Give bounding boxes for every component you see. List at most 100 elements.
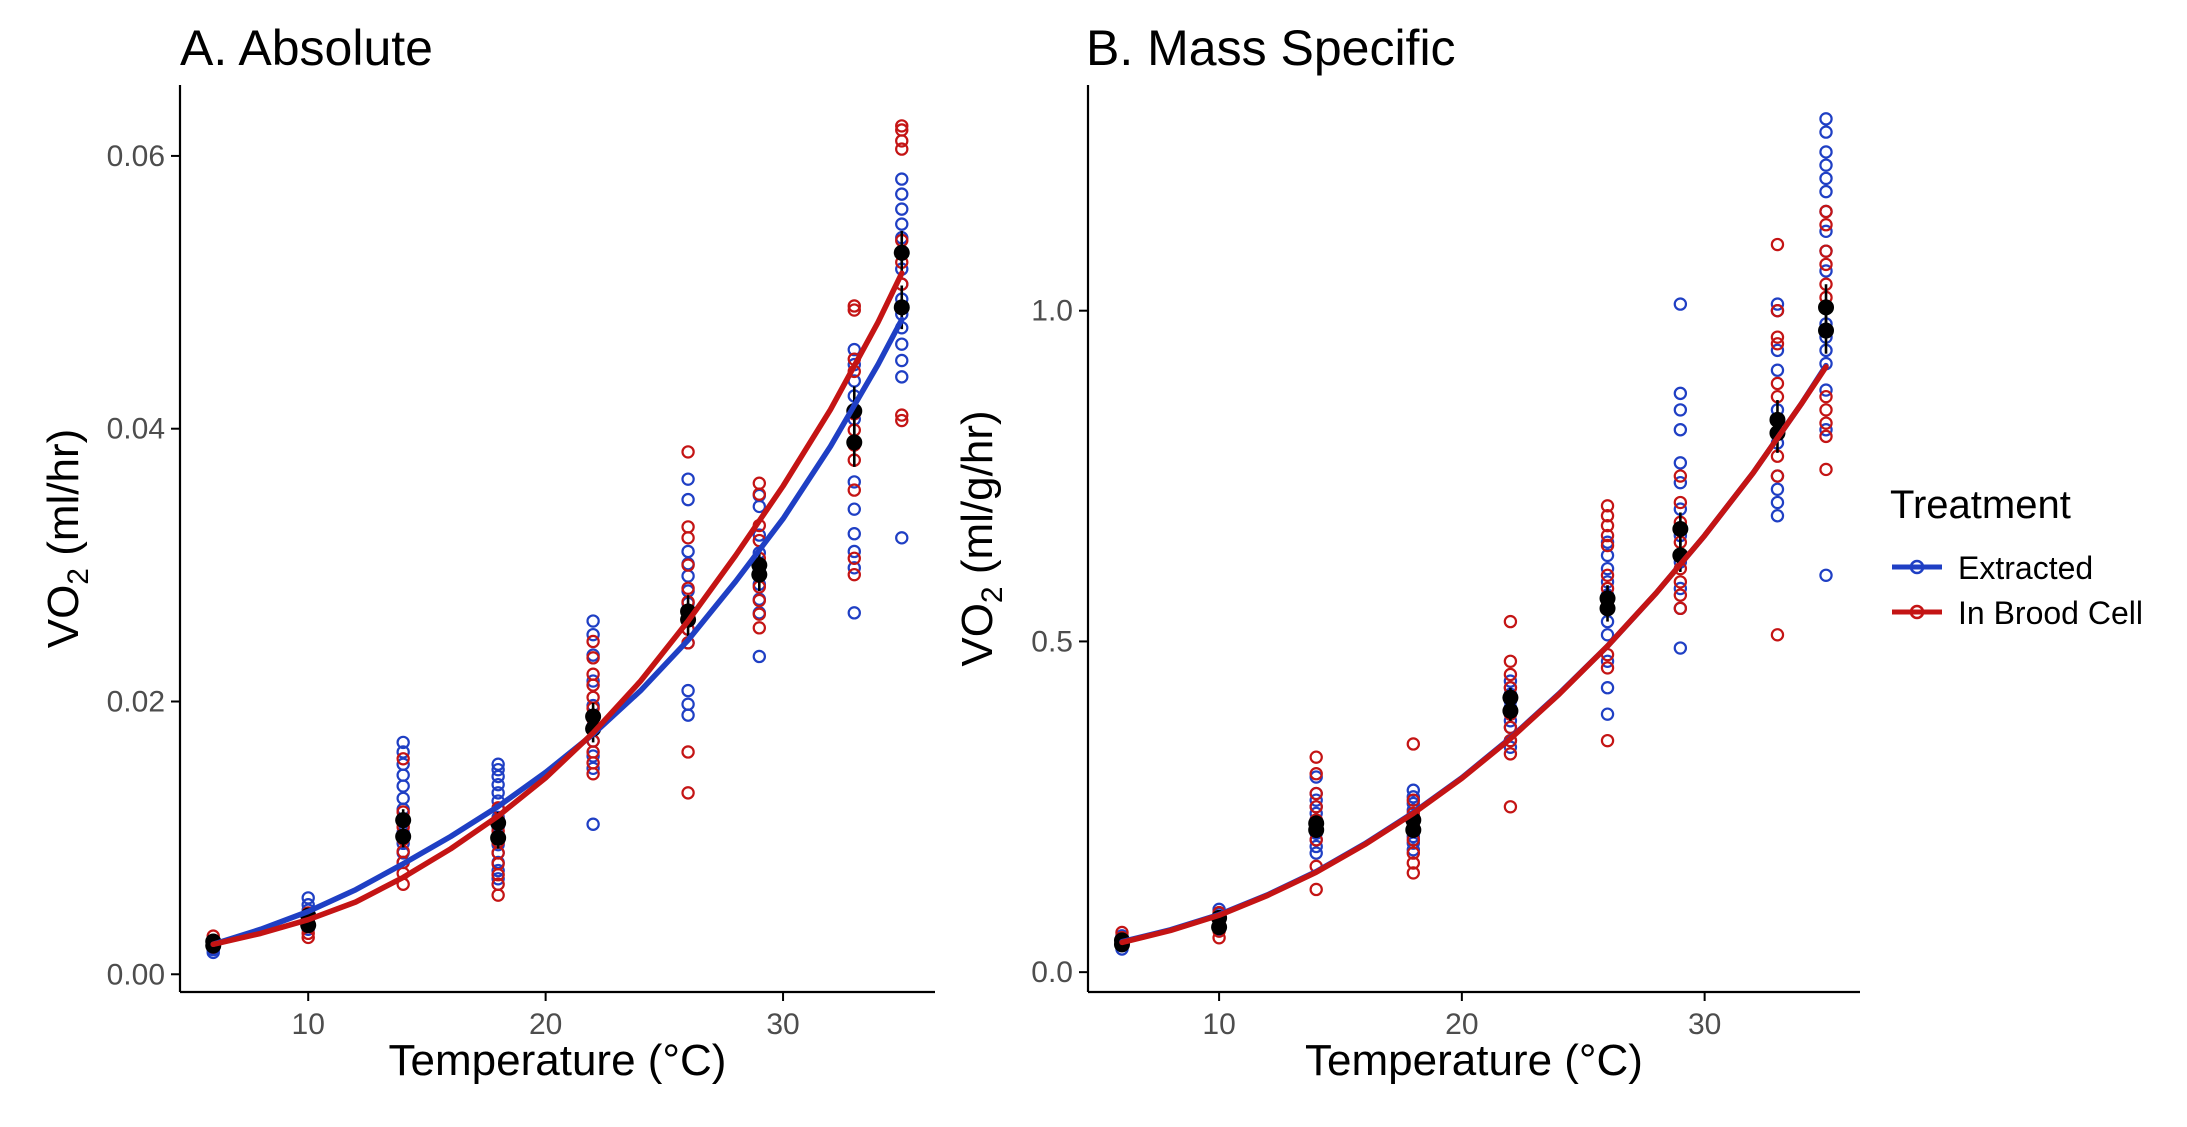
mean-points (205, 230, 910, 954)
mean-point (1502, 702, 1519, 719)
data-point (1503, 667, 1518, 682)
data-point (1406, 783, 1421, 797)
data-point (586, 674, 600, 688)
data-point (1770, 363, 1785, 377)
data-point (895, 172, 909, 186)
data-point (752, 621, 767, 635)
data-point (847, 475, 861, 489)
mean-point (846, 434, 863, 451)
data-point (1819, 568, 1833, 582)
data-point (895, 337, 909, 351)
data-point (586, 634, 600, 649)
y-tick-label: 1.0 (1031, 295, 1073, 328)
data-point (1600, 538, 1615, 553)
mean-point (1405, 821, 1422, 838)
data-point (1819, 429, 1833, 444)
data-point (1770, 237, 1785, 252)
data-point (1819, 125, 1833, 139)
data-point (1406, 856, 1421, 870)
legend-marker-in-brood-cell (1909, 604, 1925, 620)
data-point (1600, 654, 1615, 668)
data-point (895, 142, 909, 156)
legend-label-extracted: Extracted (1958, 550, 2093, 586)
data-point (491, 786, 505, 800)
data-point (681, 786, 695, 800)
y-tick-label: 0.5 (1031, 625, 1073, 658)
x-tick-label: 20 (529, 1008, 562, 1041)
data-point (1770, 495, 1785, 510)
y-tick-label: 0.0 (1031, 956, 1073, 989)
data-point (752, 593, 767, 608)
data-point (1503, 614, 1518, 629)
data-point (586, 667, 600, 681)
data-point (1600, 548, 1615, 563)
data-point (586, 614, 600, 628)
panel-title: B. Mass Specific (1086, 20, 1456, 76)
data-point (895, 531, 909, 545)
mean-point (1502, 689, 1519, 706)
fit-line-in-brood-cell (210, 270, 905, 948)
data-point (1819, 383, 1833, 397)
x-tick-label: 20 (1445, 1008, 1478, 1041)
data-point (1406, 737, 1421, 751)
mean-point (395, 828, 412, 845)
y-tick-label: 0.04 (107, 413, 165, 446)
data-point (847, 303, 861, 317)
data-point (1673, 456, 1688, 470)
data-point (1819, 403, 1833, 417)
data-point (1770, 337, 1785, 351)
legend-marker-extracted (1909, 559, 1925, 575)
data-point (1600, 628, 1615, 642)
data-point (1819, 389, 1833, 404)
x-tick-label: 30 (1688, 1008, 1721, 1041)
data-point (586, 690, 600, 705)
data-point (1673, 575, 1688, 589)
data-point (1309, 882, 1323, 897)
data-point (1309, 800, 1323, 814)
data-point (1406, 846, 1421, 860)
data-point (491, 777, 505, 792)
data-point (1600, 499, 1615, 513)
y-axis-title: VO2 (ml/g/hr) (953, 410, 1009, 666)
data-point (1819, 145, 1833, 159)
mean-point (1308, 821, 1325, 838)
data-point (1770, 376, 1785, 391)
data-point (1600, 568, 1615, 582)
data-point (1600, 733, 1615, 748)
data-point (1406, 793, 1421, 807)
data-point (586, 761, 600, 776)
mean-point (395, 812, 412, 829)
data-point (586, 651, 600, 665)
data-point (1406, 866, 1421, 880)
data-point (752, 607, 767, 621)
data-point (1770, 343, 1785, 358)
data-point (1600, 528, 1615, 543)
mean-points (1113, 284, 1835, 953)
data-point (1819, 204, 1833, 219)
data-point (895, 413, 909, 428)
data-point (681, 544, 695, 559)
data-point (1503, 720, 1518, 735)
data-point (681, 492, 695, 507)
fit-line-extracted (1119, 362, 1829, 945)
panel-absolute: A. Absolute 10 20 30 0.00 0.02 0.04 0.06 Tempera… (39, 20, 935, 1085)
data-point (847, 544, 861, 559)
data-point (1309, 750, 1323, 764)
data-point (1600, 518, 1615, 533)
data-point (396, 735, 410, 750)
data-point (1309, 793, 1323, 807)
data-point (1770, 330, 1785, 344)
data-point (1600, 561, 1615, 576)
data-point (586, 767, 600, 781)
data-point (1673, 641, 1688, 655)
mean-point (1672, 520, 1689, 537)
data-point (847, 342, 861, 357)
data-point (1770, 297, 1785, 311)
data-point (586, 817, 600, 831)
data-point (847, 567, 861, 582)
data-point (1819, 184, 1833, 199)
x-axis-title: Temperature (°C) (1305, 1036, 1643, 1085)
data-point (681, 697, 695, 711)
